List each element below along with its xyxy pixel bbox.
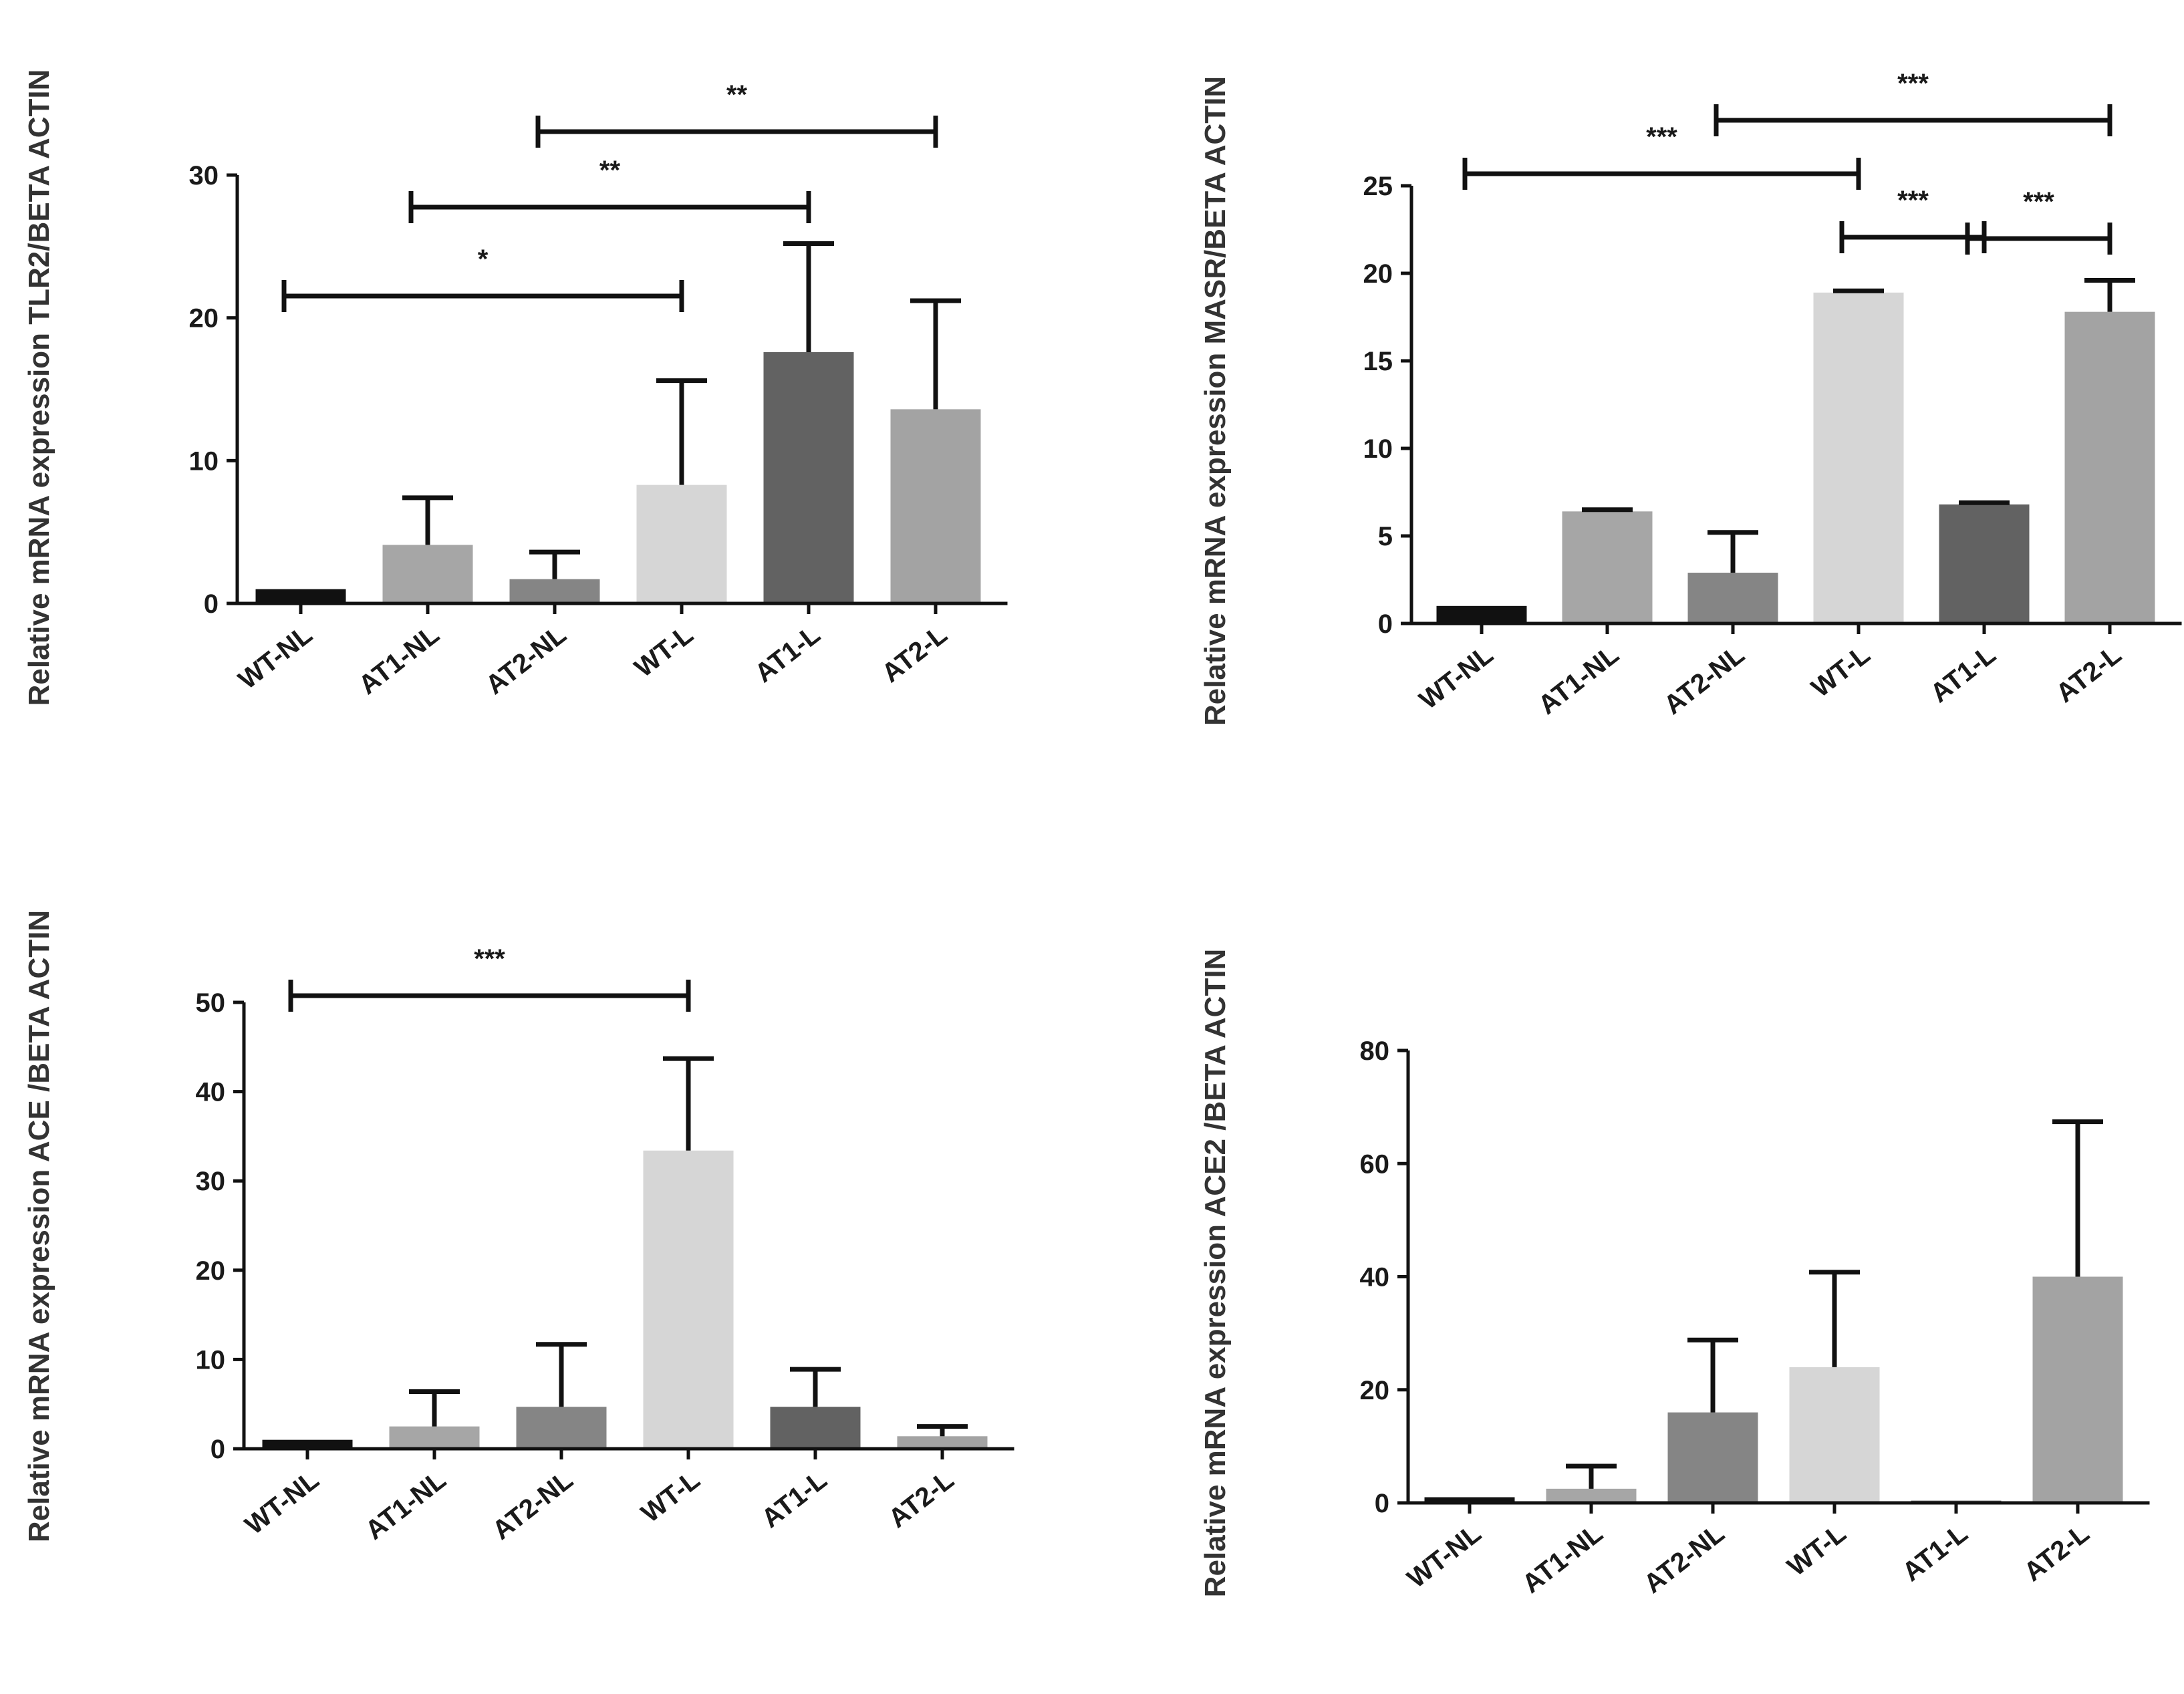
bar-at2-l xyxy=(890,409,981,603)
category-label: WT-L xyxy=(1806,640,1875,703)
category-label: AT1-NL xyxy=(360,1465,452,1545)
y-tick-label: 60 xyxy=(1360,1149,1390,1179)
bar-at2-l xyxy=(897,1436,988,1449)
bar-at2-nl xyxy=(1667,1412,1758,1503)
bar-at1-nl xyxy=(1546,1488,1637,1503)
bar-at1-l xyxy=(763,351,854,603)
bar-wt-nl xyxy=(262,1439,353,1449)
category-label: AT2-NL xyxy=(481,619,572,700)
significance-label: ** xyxy=(726,80,748,110)
y-tick-label: 0 xyxy=(1375,1489,1389,1518)
y-tick-label: 20 xyxy=(1363,259,1393,289)
significance-label: ** xyxy=(599,156,621,185)
y-tick-label: 30 xyxy=(196,1167,226,1196)
category-label: AT2-L xyxy=(883,1465,959,1534)
chart-panel-2: Relative mRNA expression MASR/BETA ACTIN… xyxy=(1199,69,2182,726)
bar-at2-l xyxy=(2064,311,2155,623)
y-tick-label: 20 xyxy=(189,304,219,333)
y-axis-title: Relative mRNA expression MASR/BETA ACTIN xyxy=(1199,76,1232,726)
category-label: WT-L xyxy=(1782,1518,1851,1582)
bar-at1-l xyxy=(1939,504,2030,623)
y-tick-label: 40 xyxy=(1360,1263,1390,1292)
bar-wt-nl xyxy=(1424,1497,1515,1503)
y-tick-label: 20 xyxy=(196,1256,226,1286)
y-tick-label: 15 xyxy=(1363,347,1393,376)
significance-label: *** xyxy=(474,944,505,974)
chart-panel-3: Relative mRNA expression ACE /BETA ACTIN… xyxy=(23,910,1014,1546)
y-tick-label: 80 xyxy=(1360,1036,1390,1066)
y-tick-label: 5 xyxy=(1378,522,1393,551)
y-tick-label: 40 xyxy=(196,1078,226,1107)
bar-at2-nl xyxy=(509,579,600,603)
significance-label: *** xyxy=(1646,122,1677,152)
bar-wt-l xyxy=(1813,292,1904,623)
category-label: WT-NL xyxy=(240,1465,325,1540)
significance-label: *** xyxy=(1897,69,1929,98)
significance-label: *** xyxy=(1897,186,1929,215)
y-tick-label: 25 xyxy=(1363,172,1393,201)
y-tick-label: 30 xyxy=(189,161,219,190)
category-label: WT-NL xyxy=(1414,640,1499,715)
significance-label: *** xyxy=(2023,187,2054,217)
category-label: AT1-NL xyxy=(1517,1518,1609,1598)
category-label: AT1-L xyxy=(1925,640,2001,708)
category-label: AT2-NL xyxy=(1639,1518,1730,1598)
category-label: AT1-NL xyxy=(1533,640,1625,720)
y-axis-title: Relative mRNA expression ACE /BETA ACTIN xyxy=(23,910,55,1542)
bar-at1-l xyxy=(770,1407,861,1449)
bar-wt-nl xyxy=(255,589,346,603)
y-tick-label: 20 xyxy=(1360,1376,1390,1405)
bar-at1-nl xyxy=(1562,511,1653,623)
bar-wt-l xyxy=(1789,1367,1880,1503)
y-tick-label: 10 xyxy=(1363,434,1393,464)
y-axis-title: Relative mRNA expression ACE2 /BETA ACTI… xyxy=(1199,949,1232,1598)
category-label: AT1-L xyxy=(1897,1518,1973,1587)
category-label: AT1-L xyxy=(749,619,825,688)
category-label: WT-L xyxy=(629,619,698,683)
significance-label: * xyxy=(478,245,489,274)
bar-at1-nl xyxy=(389,1426,480,1449)
y-tick-label: 0 xyxy=(211,1435,225,1464)
y-tick-label: 0 xyxy=(204,589,219,619)
category-label: AT2-L xyxy=(2018,1518,2094,1587)
bar-wt-l xyxy=(643,1150,734,1449)
category-label: AT2-L xyxy=(2050,640,2127,708)
y-tick-label: 10 xyxy=(196,1345,226,1375)
category-label: AT2-NL xyxy=(487,1465,579,1545)
y-axis-title: Relative mRNA expression TLR2/BETA ACTIN xyxy=(23,69,55,706)
bar-at1-nl xyxy=(382,545,473,603)
chart-panel-4: Relative mRNA expression ACE2 /BETA ACTI… xyxy=(1199,949,2150,1599)
bar-at2-nl xyxy=(1687,573,1778,623)
y-tick-label: 10 xyxy=(189,446,219,476)
y-tick-label: 50 xyxy=(196,988,226,1018)
category-label: AT1-NL xyxy=(354,619,445,700)
category-label: WT-NL xyxy=(233,619,318,695)
bar-wt-l xyxy=(636,484,727,603)
y-tick-label: 0 xyxy=(1378,609,1393,639)
category-label: AT2-NL xyxy=(1659,640,1750,720)
bar-at2-nl xyxy=(516,1407,607,1449)
category-label: AT1-L xyxy=(756,1465,832,1534)
bar-wt-nl xyxy=(1436,605,1527,623)
category-label: WT-NL xyxy=(1402,1518,1487,1594)
chart-panel-1: Relative mRNA expression TLR2/BETA ACTIN… xyxy=(23,69,1008,706)
category-label: WT-L xyxy=(636,1465,705,1528)
bar-at2-l xyxy=(2032,1276,2123,1503)
category-label: AT2-L xyxy=(876,619,952,688)
